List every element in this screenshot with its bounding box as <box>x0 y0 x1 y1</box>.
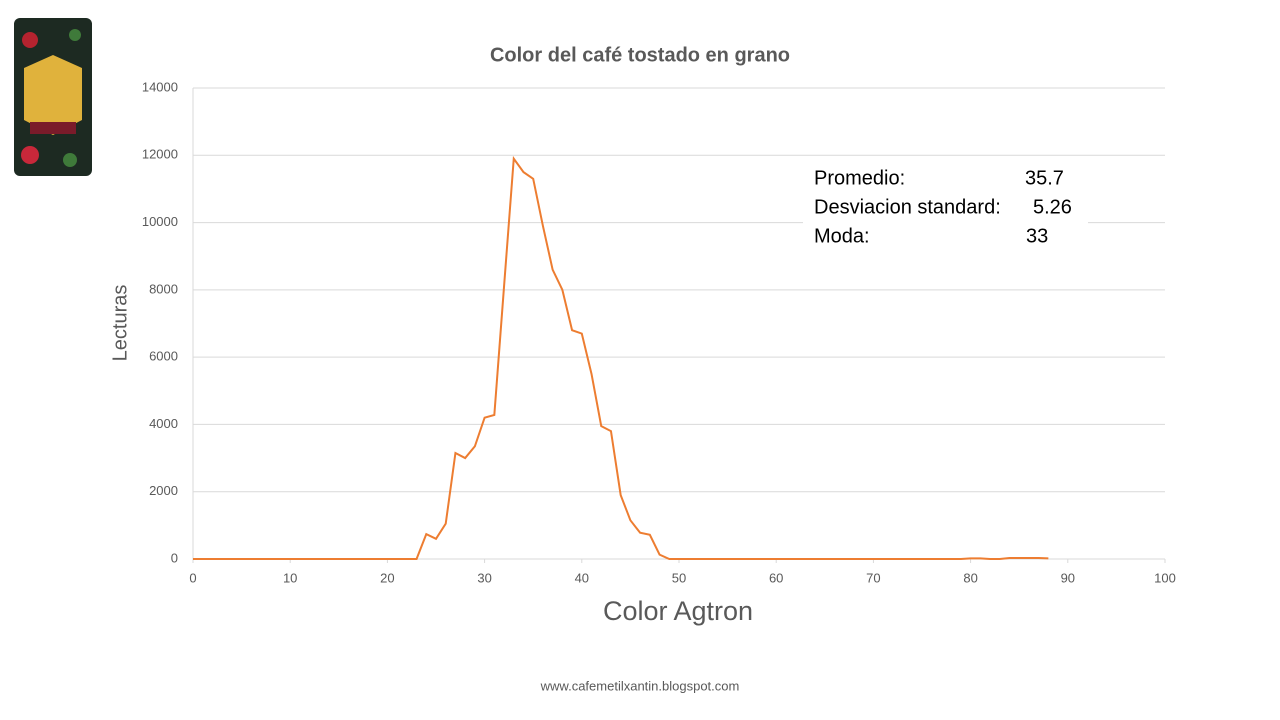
stat-value: 5.26 <box>1033 196 1072 218</box>
x-tick-label: 30 <box>477 570 491 585</box>
x-tick-label: 70 <box>866 570 880 585</box>
x-tick-label: 100 <box>1154 570 1176 585</box>
x-tick-label: 60 <box>769 570 783 585</box>
chart-title: Color del café tostado en grano <box>490 44 790 66</box>
x-tick-label: 80 <box>963 570 977 585</box>
stat-value: 35.7 <box>1025 167 1064 189</box>
stat-value: 33 <box>1026 225 1048 247</box>
x-tick-label: 10 <box>283 570 297 585</box>
y-tick-label: 0 <box>171 550 178 565</box>
plot-area <box>193 155 1049 560</box>
y-tick-label: 2000 <box>149 483 178 498</box>
x-tick-label: 0 <box>189 570 196 585</box>
y-tick-label: 14000 <box>142 79 178 94</box>
y-axis-title: Lecturas <box>109 285 131 362</box>
stat-label: Desviacion standard: <box>814 196 1001 218</box>
stat-label: Moda: <box>814 225 870 247</box>
y-tick-label: 6000 <box>149 349 178 364</box>
footer: www.cafemetilxantin.blogspot.com <box>540 678 740 693</box>
stat-label: Promedio: <box>814 167 905 189</box>
stats: Promedio: 35.7 Desviacion standard: 5.26 Mod… <box>814 167 1072 247</box>
x-tick-label: 20 <box>380 570 394 585</box>
x-tick-label: 90 <box>1061 570 1075 585</box>
y-tick-label: 4000 <box>149 416 178 431</box>
coffee-bag-logo <box>14 18 92 176</box>
x-axis-title: Color Agtron <box>603 596 753 626</box>
grid <box>192 87 1166 563</box>
y-tick-label: 8000 <box>149 281 178 296</box>
x-tick-label: 50 <box>672 570 686 585</box>
data-line <box>193 155 1049 560</box>
x-tick-label: 40 <box>575 570 589 585</box>
stats-box <box>803 160 1088 252</box>
y-tick-label: 12000 <box>142 147 178 162</box>
y-tick-label: 10000 <box>142 214 178 229</box>
